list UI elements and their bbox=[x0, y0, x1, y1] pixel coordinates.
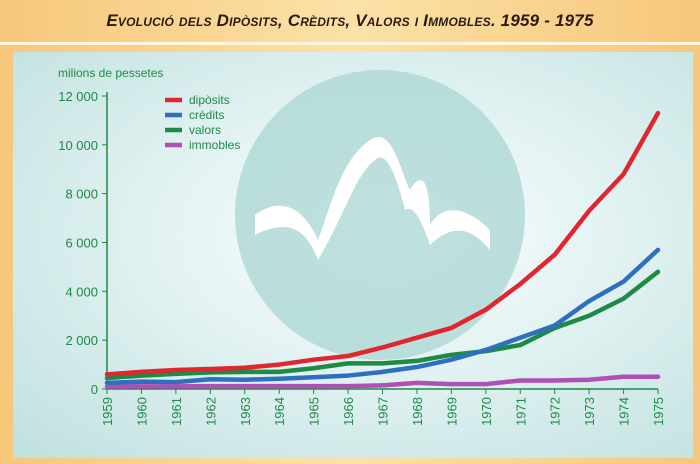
legend-label: dipòsits bbox=[189, 93, 230, 107]
series-line-immobles bbox=[104, 374, 661, 389]
y-tick-label: 4 000 bbox=[65, 284, 98, 299]
series-line-dipòsits bbox=[104, 110, 661, 377]
x-tick-label: 1975 bbox=[651, 397, 666, 426]
title-bar: Evolució dels Dipòsits, Crèdits, Valors … bbox=[0, 0, 700, 42]
y-tick-label: 2 000 bbox=[65, 333, 98, 348]
x-tick-label: 1972 bbox=[548, 397, 563, 426]
y-tick-label: 10 000 bbox=[58, 138, 98, 153]
x-tick-label: 1962 bbox=[203, 397, 218, 426]
x-tick-label: 1964 bbox=[272, 397, 287, 426]
logo-watermark bbox=[235, 70, 525, 360]
legend-label: crèdits bbox=[189, 108, 224, 122]
x-tick-label: 1970 bbox=[479, 397, 494, 426]
x-tick-label: 1974 bbox=[617, 397, 632, 426]
x-tick-label: 1960 bbox=[134, 397, 149, 426]
series-line-crèdits bbox=[104, 247, 661, 386]
x-tick-label: 1969 bbox=[444, 397, 459, 426]
x-tick-label: 1973 bbox=[582, 397, 597, 426]
x-tick-label: 1965 bbox=[307, 397, 322, 426]
x-tick-label: 1959 bbox=[100, 397, 115, 426]
divider bbox=[0, 42, 700, 45]
x-tick-label: 1971 bbox=[513, 397, 528, 426]
legend-label: valors bbox=[189, 123, 221, 137]
y-tick-label: 0 bbox=[91, 382, 98, 397]
x-tick-label: 1968 bbox=[410, 397, 425, 426]
y-axis-label: milions de pessetes bbox=[58, 66, 163, 80]
x-tick-label: 1963 bbox=[238, 397, 253, 426]
y-tick-label: 6 000 bbox=[65, 236, 98, 251]
y-tick-label: 12 000 bbox=[58, 89, 98, 104]
x-tick-label: 1966 bbox=[341, 397, 356, 426]
series-line-valors bbox=[104, 269, 661, 381]
legend-label: immobles bbox=[189, 138, 240, 152]
x-tick-label: 1967 bbox=[376, 397, 391, 426]
y-tick-label: 8 000 bbox=[65, 187, 98, 202]
x-tick-label: 1961 bbox=[169, 397, 184, 426]
chart-title: Evolució dels Dipòsits, Crèdits, Valors … bbox=[106, 11, 594, 30]
